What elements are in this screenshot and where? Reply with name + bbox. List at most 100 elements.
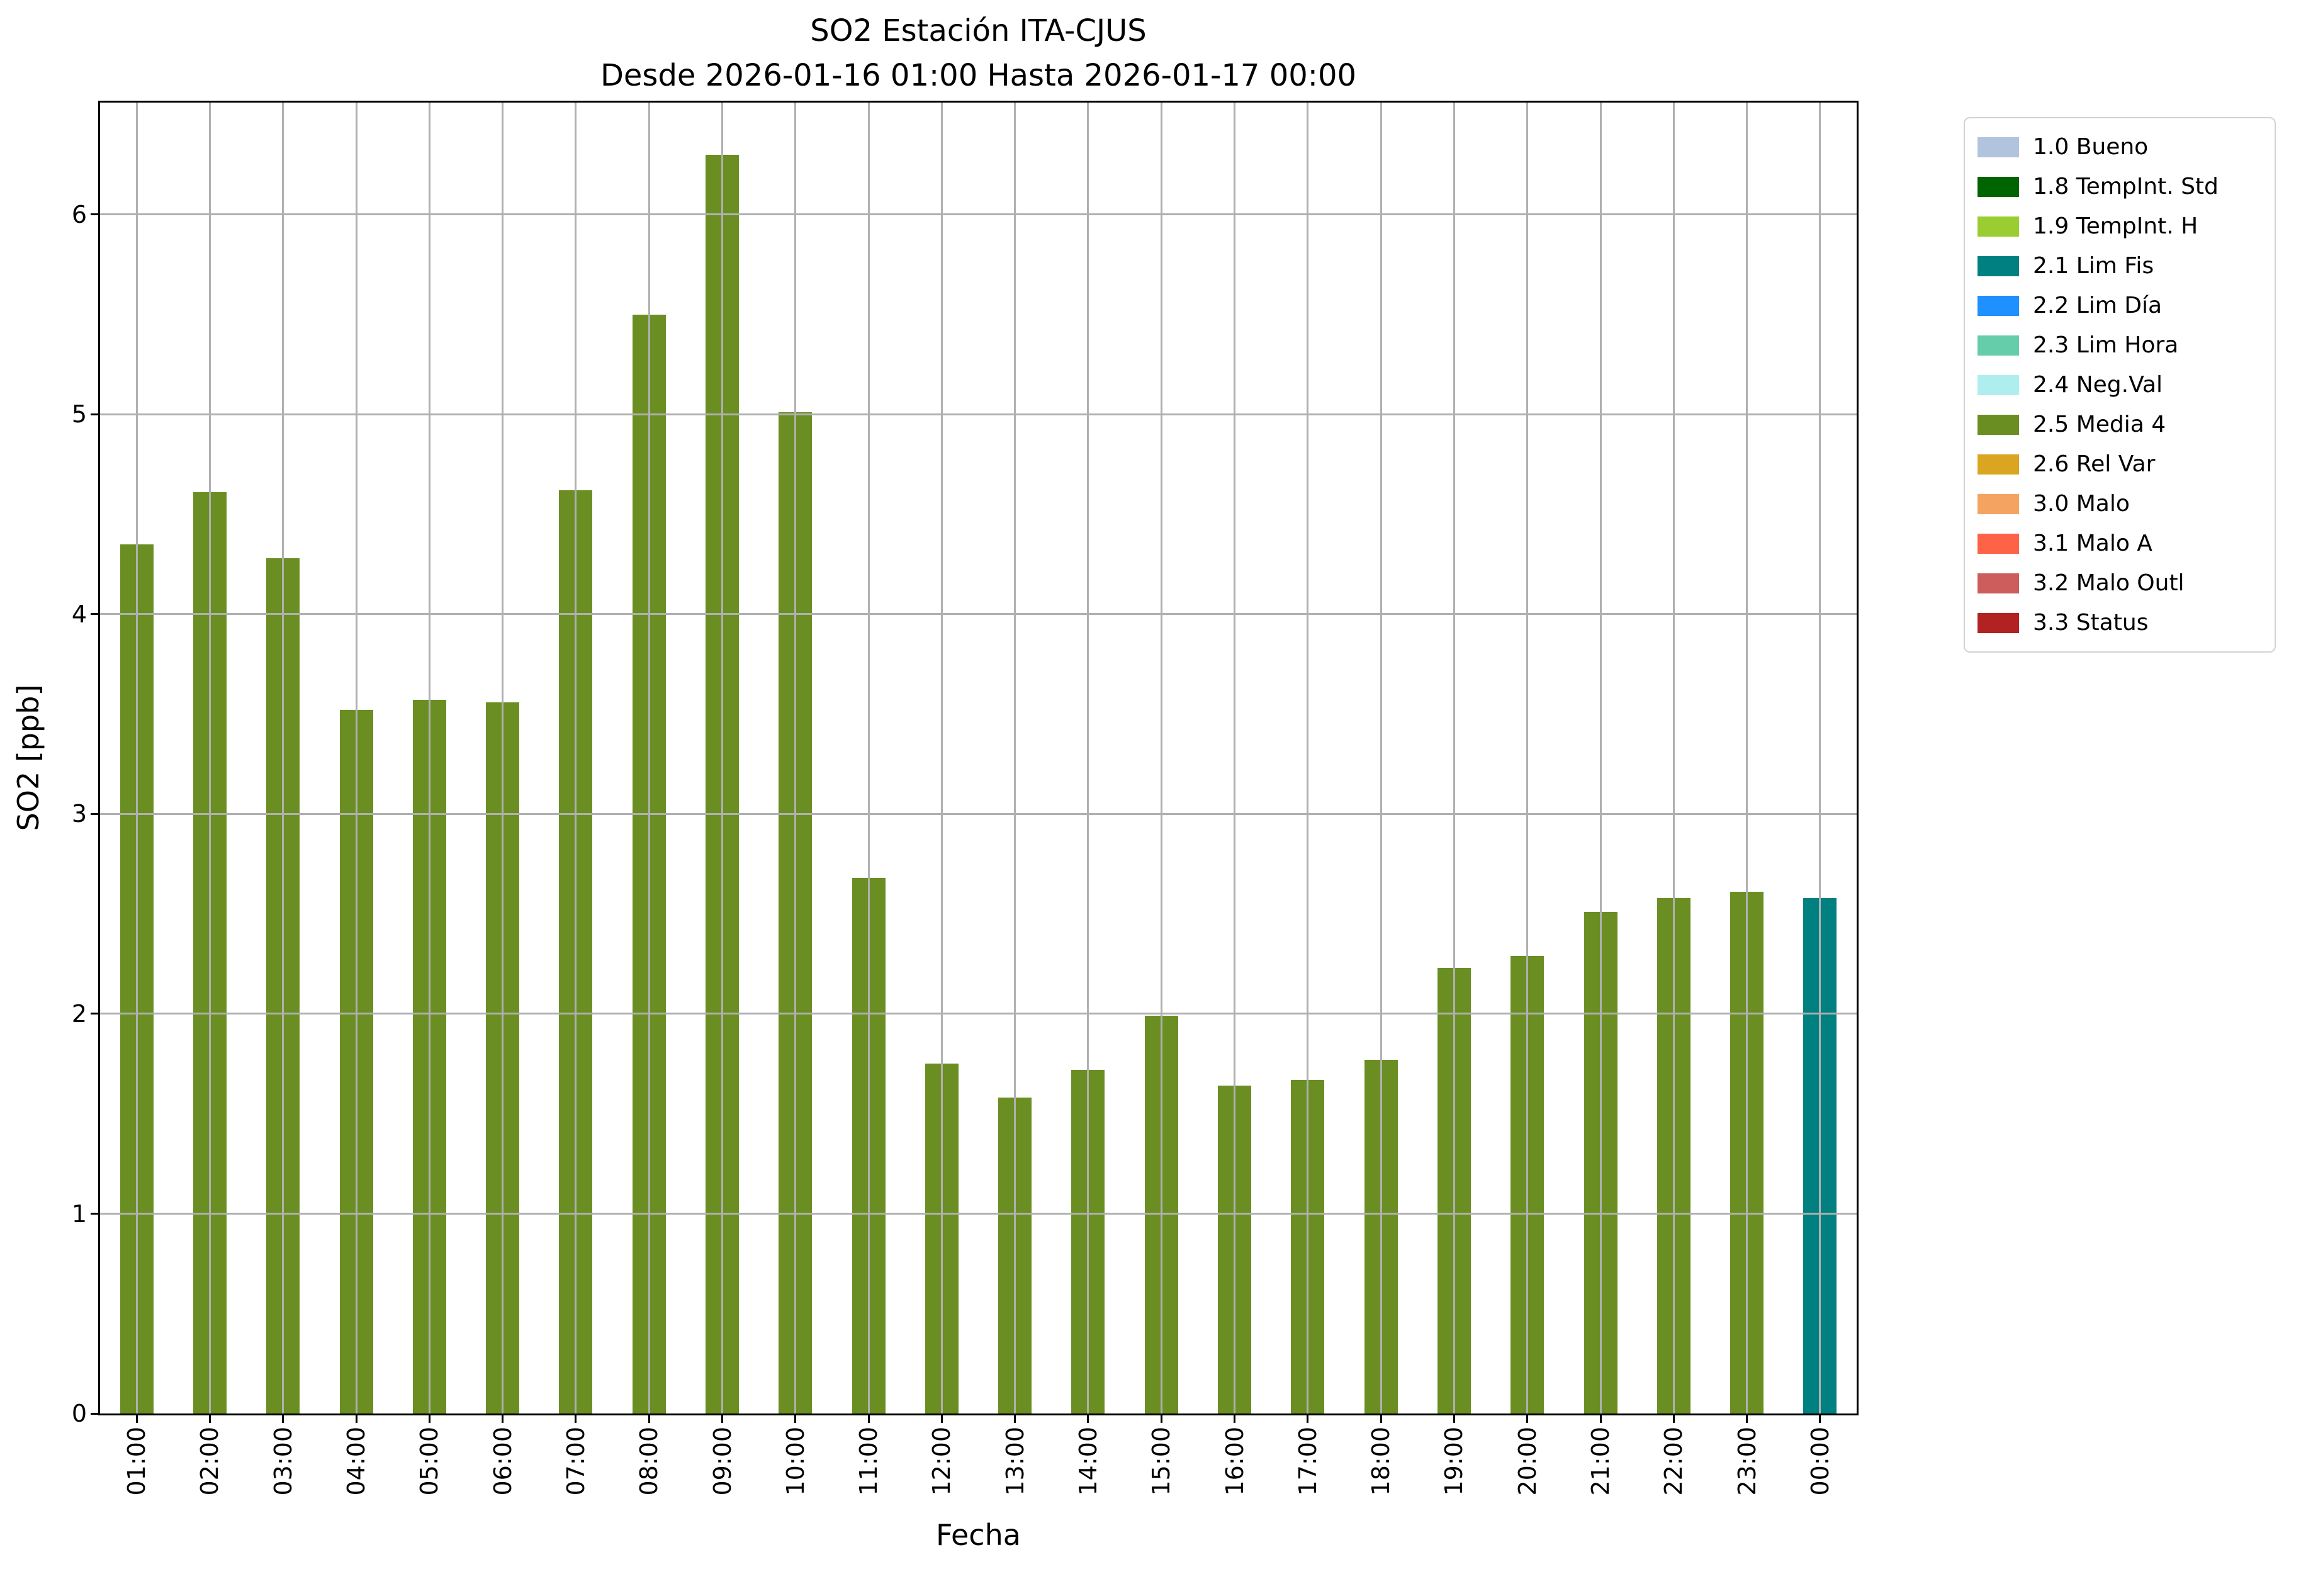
- x-tick-mark: [1160, 1415, 1162, 1423]
- x-tick-label: 14:00: [1074, 1427, 1102, 1496]
- grid-line-vertical: [794, 103, 797, 1413]
- grid-line-vertical: [867, 103, 870, 1413]
- legend-item: 1.0 Bueno: [1978, 127, 2262, 167]
- grid-line-vertical: [282, 103, 284, 1413]
- legend-label: 2.2 Lim Día: [2033, 293, 2163, 318]
- legend-label: 1.0 Bueno: [2033, 134, 2149, 160]
- legend-color-swatch: [1978, 335, 2019, 356]
- legend-label: 2.6 Rel Var: [2033, 451, 2156, 477]
- y-tick-label: 6: [71, 200, 87, 228]
- grid-line-vertical: [502, 103, 504, 1413]
- x-tick-label: 11:00: [855, 1427, 883, 1496]
- x-tick-mark: [208, 1415, 211, 1423]
- x-tick-mark: [1672, 1415, 1675, 1423]
- y-tick-label: 4: [71, 600, 87, 628]
- legend-color-swatch: [1978, 454, 2019, 475]
- x-tick-label: 00:00: [1806, 1427, 1834, 1496]
- x-tick-label: 02:00: [196, 1427, 224, 1496]
- grid-line-vertical: [648, 103, 650, 1413]
- grid-line-vertical: [1599, 103, 1602, 1413]
- legend-color-swatch: [1978, 216, 2019, 237]
- legend-label: 1.8 TempInt. Std: [2033, 174, 2219, 200]
- legend-color-swatch: [1978, 176, 2019, 197]
- legend-label: 2.5 Media 4: [2033, 412, 2166, 437]
- grid-line-vertical: [1672, 103, 1675, 1413]
- grid-line-vertical: [1526, 103, 1529, 1413]
- x-tick-mark: [1087, 1415, 1089, 1423]
- x-tick-mark: [1746, 1415, 1748, 1423]
- x-tick-mark: [428, 1415, 430, 1423]
- chart-title-line1: SO2 Estación ITA-CJUS: [810, 13, 1147, 48]
- grid-line-horizontal: [100, 1013, 1857, 1015]
- x-tick-mark: [502, 1415, 504, 1423]
- grid-line-vertical: [355, 103, 357, 1413]
- x-tick-mark: [1234, 1415, 1235, 1423]
- y-tick-mark: [91, 812, 98, 815]
- x-tick-mark: [1819, 1415, 1821, 1423]
- grid-line-vertical: [721, 103, 723, 1413]
- y-tick-mark: [91, 413, 98, 415]
- x-tick-label: 21:00: [1587, 1427, 1614, 1496]
- grid-line-vertical: [1380, 103, 1382, 1413]
- grid-line-horizontal: [100, 613, 1857, 615]
- grid-line-vertical: [1160, 103, 1162, 1413]
- legend-label: 3.0 Malo: [2033, 491, 2130, 517]
- legend-item: 2.2 Lim Día: [1978, 286, 2262, 325]
- legend: 1.0 Bueno 1.8 TempInt. Std 1.9 TempInt. H 2…: [1964, 117, 2276, 653]
- legend-label: 3.3 Status: [2033, 610, 2149, 636]
- legend-item: 3.3 Status: [1978, 603, 2262, 643]
- grid-line-vertical: [1307, 103, 1309, 1413]
- x-tick-label: 01:00: [123, 1427, 151, 1496]
- x-tick-label: 15:00: [1147, 1427, 1176, 1496]
- grid-line-vertical: [1819, 103, 1821, 1413]
- legend-color-swatch: [1978, 573, 2019, 593]
- grid-line-vertical: [940, 103, 943, 1413]
- legend-color-swatch: [1978, 612, 2019, 633]
- grid-line-vertical: [428, 103, 430, 1413]
- x-tick-mark: [1380, 1415, 1382, 1423]
- grid-line-vertical: [208, 103, 211, 1413]
- x-tick-mark: [794, 1415, 797, 1423]
- x-tick-mark: [940, 1415, 943, 1423]
- x-tick-label: 12:00: [928, 1427, 956, 1496]
- x-tick-label: 03:00: [269, 1427, 297, 1496]
- grid-line-horizontal: [100, 1213, 1857, 1215]
- x-tick-label: 07:00: [561, 1427, 590, 1496]
- legend-color-swatch: [1978, 295, 2019, 316]
- y-tick-mark: [91, 1412, 98, 1415]
- grid-line-vertical: [135, 103, 138, 1413]
- y-tick-mark: [91, 613, 98, 615]
- x-tick-label: 19:00: [1440, 1427, 1468, 1496]
- legend-color-swatch: [1978, 493, 2019, 514]
- legend-label: 1.9 TempInt. H: [2033, 213, 2198, 239]
- y-tick-label: 0: [71, 1400, 87, 1427]
- grid-line-vertical: [575, 103, 577, 1413]
- legend-item: 2.4 Neg.Val: [1978, 365, 2262, 405]
- grid-line-horizontal: [100, 413, 1857, 415]
- y-tick-mark: [91, 1013, 98, 1015]
- grid-line-vertical: [1453, 103, 1455, 1413]
- legend-label: 3.1 Malo A: [2033, 531, 2152, 556]
- legend-item: 3.2 Malo Outl: [1978, 563, 2262, 603]
- legend-label: 2.4 Neg.Val: [2033, 372, 2163, 398]
- legend-label: 3.2 Malo Outl: [2033, 570, 2185, 596]
- x-tick-mark: [1014, 1415, 1016, 1423]
- x-tick-mark: [1307, 1415, 1309, 1423]
- legend-item: 2.6 Rel Var: [1978, 444, 2262, 484]
- x-tick-label: 06:00: [488, 1427, 517, 1496]
- x-tick-label: 09:00: [708, 1427, 736, 1496]
- x-tick-label: 22:00: [1660, 1427, 1688, 1496]
- y-tick-label: 1: [71, 1200, 87, 1228]
- legend-item: 2.5 Media 4: [1978, 405, 2262, 444]
- legend-item: 3.1 Malo A: [1978, 524, 2262, 563]
- x-tick-mark: [1599, 1415, 1602, 1423]
- x-tick-label: 04:00: [342, 1427, 370, 1496]
- grid-line-horizontal: [100, 812, 1857, 815]
- x-tick-mark: [135, 1415, 138, 1423]
- legend-item: 1.9 TempInt. H: [1978, 206, 2262, 246]
- x-tick-label: 17:00: [1293, 1427, 1322, 1496]
- x-tick-label: 13:00: [1001, 1427, 1029, 1496]
- x-tick-mark: [575, 1415, 577, 1423]
- legend-color-swatch: [1978, 533, 2019, 554]
